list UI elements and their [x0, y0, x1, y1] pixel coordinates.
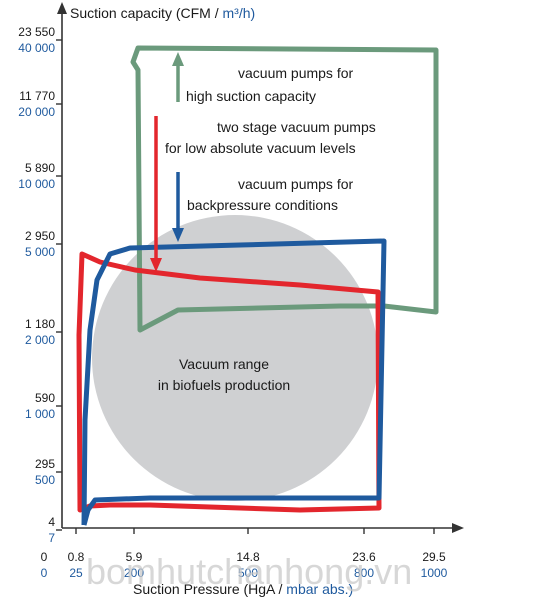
y-tick-label-m3h: 1 000 — [25, 407, 55, 421]
y-tick-label-cfm: 590 — [35, 391, 55, 405]
y-tick-label-m3h: 500 — [35, 473, 55, 487]
green-annotation-line2: high suction capacity — [186, 88, 316, 104]
y-tick-label-cfm: 23 550 — [18, 25, 55, 39]
x-tick-label-hga: 0 — [41, 550, 48, 564]
y-tick-label-cfm: 11 770 — [19, 89, 55, 103]
red-region-outline — [76, 251, 382, 513]
circle-label-line1: Vacuum range — [179, 356, 269, 372]
y-tick-label-cfm: 295 — [35, 457, 55, 471]
x-axis-arrowhead — [452, 523, 464, 533]
blue-arrow — [172, 172, 184, 242]
x-tick-label-mbar: 1000 — [421, 566, 448, 580]
green-annotation-line1: vacuum pumps for — [238, 65, 353, 81]
y-tick-label-cfm: 1 180 — [25, 317, 55, 331]
y-axis-title: Suction capacity (CFM / m³/h) — [70, 5, 255, 21]
x-tick-label-mbar: 200 — [124, 566, 144, 580]
red-arrow — [150, 116, 162, 272]
circle-label-line2: in biofuels production — [158, 377, 290, 393]
y-tick-label-m3h: 2 000 — [25, 333, 55, 347]
y-tick-label-m3h: 7 — [48, 531, 55, 545]
red-annotation-line2: for low absolute vacuum levels — [165, 140, 356, 156]
y-tick-label-m3h: 20 000 — [18, 105, 55, 119]
x-tick-label-hga: 29.5 — [422, 550, 446, 564]
y-tick-label-cfm: 2 950 — [25, 229, 55, 243]
blue-annotation-line2: backpressure conditions — [187, 197, 338, 213]
x-tick-label-hga: 23.6 — [352, 550, 376, 564]
blue-region-outline — [81, 238, 387, 526]
x-tick-label-mbar: 25 — [69, 566, 83, 580]
x-tick-label-mbar: 500 — [238, 566, 258, 580]
x-tick-label-mbar: 0 — [41, 566, 48, 580]
x-tick-label-hga: 14.8 — [236, 550, 260, 564]
blue-annotation-line1: vacuum pumps for — [238, 176, 353, 192]
x-tick-label-hga: 0.8 — [68, 550, 85, 564]
y-tick-label-m3h: 5 000 — [25, 245, 55, 259]
y-tick-label-m3h: 10 000 — [18, 177, 55, 191]
x-axis-title: Suction Pressure (HgA / mbar abs.) — [133, 581, 353, 597]
watermark-text: bomhutchanhong.vn — [86, 551, 412, 592]
y-axis-arrowhead — [57, 2, 67, 14]
y-axis-ticks: 23 550 40 000 11 770 20 000 5 890 10 000 2 950… — [18, 25, 62, 545]
x-tick-label-hga: 5.9 — [126, 550, 143, 564]
x-tick-label-mbar: 800 — [354, 566, 374, 580]
y-tick-label-m3h: 40 000 — [18, 41, 55, 55]
x-axis-ticks: 0 0 0.8 25 5.9 200 14.8 500 23.6 800 29.5 1000 — [41, 528, 448, 580]
green-arrow — [172, 52, 184, 102]
green-region-outline — [130, 45, 439, 333]
red-annotation-line1: two stage vacuum pumps — [217, 119, 376, 135]
y-tick-label-cfm: 5 890 — [25, 161, 55, 175]
y-tick-label-cfm: 4 — [48, 515, 55, 529]
